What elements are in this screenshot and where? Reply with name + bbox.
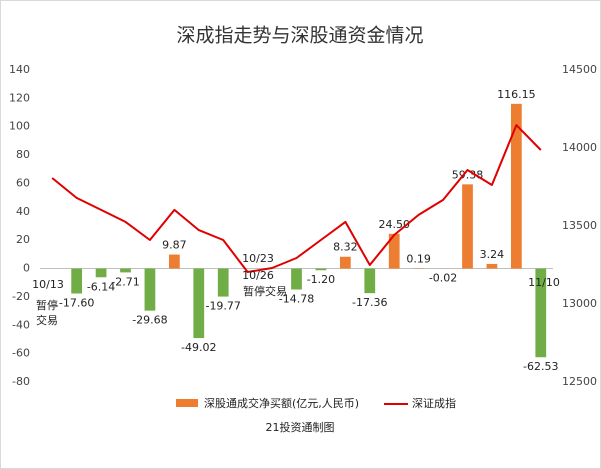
data-label: 24.50 [378,218,410,231]
y-tick-label: -60 [12,347,30,360]
y2-tick-label: 13500 [562,219,597,232]
bar [339,256,351,269]
legend-label: 深股通成交净买额(亿元,人民币) [204,396,359,410]
data-label: -62.53 [523,360,558,373]
y-tick-label: 100 [9,120,30,133]
bar [364,268,376,294]
y-tick-label: 80 [16,148,30,161]
bar [388,233,400,269]
data-label: 0.19 [406,252,431,265]
data-label: -17.36 [352,296,387,309]
bar [291,268,302,290]
data-label: -49.02 [181,341,216,354]
data-label: -19.77 [205,300,240,313]
data-label: -17.60 [59,297,94,310]
annotation: 暂停交易 [243,284,287,298]
data-label: -14.78 [279,293,314,306]
data-label: -2.71 [111,275,139,288]
bar [510,103,522,269]
annotation: 10/26 [242,269,274,282]
bar [71,268,83,294]
data-label: 3.24 [480,248,505,261]
bar [144,268,156,311]
line [51,124,542,273]
y-tick-label: 140 [9,63,30,76]
chart-title: 深成指走势与深股通资金情况 [176,25,423,47]
y2-tick-label: 14000 [562,141,597,154]
data-label: 116.15 [497,88,536,101]
bar [535,268,547,358]
annotation: 交易 [36,313,58,327]
data-label: -6.14 [87,280,115,293]
bar [168,254,180,269]
y-tick-label: -20 [12,290,30,303]
data-label: -29.68 [132,314,167,327]
bar [462,184,473,269]
y-tick-label: 60 [16,176,30,189]
annotation: 10/23 [242,252,274,265]
y-tick-label: 20 [16,233,30,246]
annotation: 10/13 [32,278,64,291]
bar [486,263,498,269]
y-tick-label: -80 [12,375,30,388]
y-tick-label: 40 [16,205,30,218]
bar [120,268,131,273]
source: 21投资通制图 [266,420,335,434]
data-label: 8.32 [333,241,358,254]
y2-tick-label: 13000 [562,297,597,310]
data-label: -1.20 [307,273,335,286]
bar [315,268,327,271]
legend-label: 深证成指 [412,396,456,410]
y-tick-label: 0 [23,262,30,275]
bar [95,268,107,278]
y2-tick-label: 12500 [562,375,597,388]
annotation: 暂停 [36,298,58,312]
y-tick-label: -40 [12,318,30,331]
annotation: 11/10 [528,276,560,289]
y2-tick-label: 14500 [562,63,597,76]
bar [193,268,205,339]
data-label: -0.02 [429,272,457,285]
data-label: 9.87 [162,239,187,252]
bar [217,268,229,297]
legend-swatch [176,399,198,407]
y-tick-label: 120 [9,91,30,104]
